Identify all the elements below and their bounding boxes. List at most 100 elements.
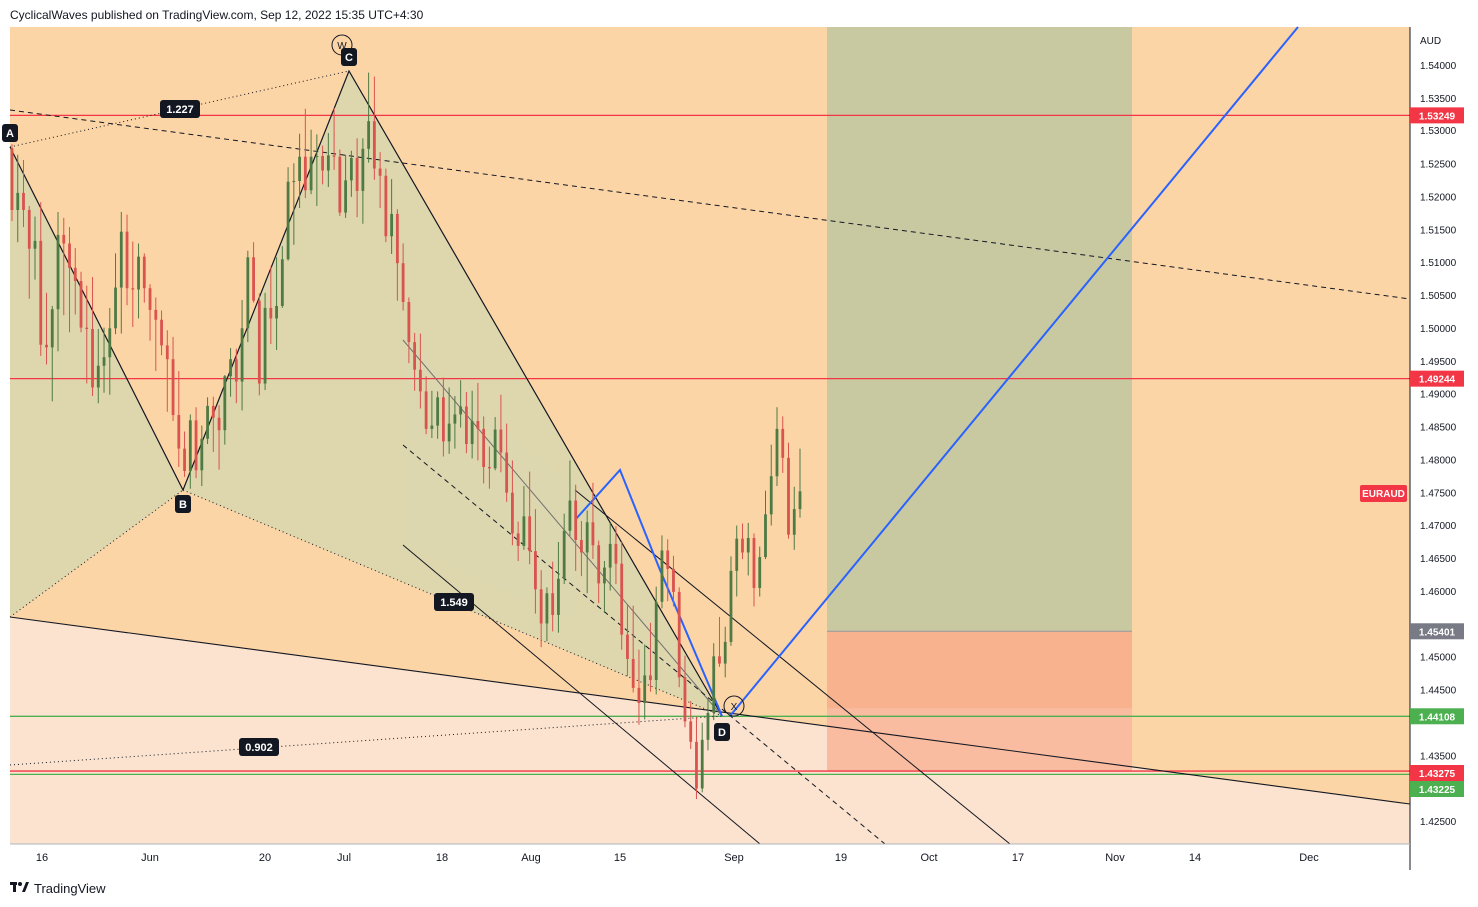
candle-body — [114, 287, 117, 329]
y-tick-label: 1.42500 — [1420, 817, 1457, 828]
y-tick-label: 1.51500 — [1420, 225, 1457, 236]
y-tick-label: 1.48000 — [1420, 455, 1457, 466]
candle-body — [407, 302, 411, 343]
lower-trendline — [9, 616, 1411, 805]
candle-body — [234, 359, 238, 382]
price-badge-3: 1.43275 — [1419, 769, 1456, 780]
candle-body — [729, 570, 733, 642]
y-tick-label: 1.45000 — [1420, 653, 1457, 664]
y-tick-label: 1.46000 — [1420, 587, 1457, 598]
candle-body — [125, 231, 129, 289]
candle-body — [436, 397, 440, 426]
candle-body — [557, 578, 560, 615]
loss-zone-lower — [827, 708, 1132, 772]
candle-body — [62, 234, 66, 244]
candle-body — [131, 288, 135, 290]
candle-body — [712, 656, 716, 713]
candle-body — [355, 158, 359, 191]
candle-body — [240, 328, 244, 382]
candle-body — [666, 550, 670, 569]
lower-pale-region — [10, 617, 1410, 844]
candle-body — [401, 263, 405, 303]
x-tick-label: 14 — [1189, 852, 1201, 864]
ratio-badge-bg — [160, 100, 200, 118]
candle-body — [229, 359, 232, 377]
tradingview-footer[interactable]: TradingView — [10, 881, 106, 896]
candle-body — [91, 328, 94, 388]
candle-body — [505, 452, 509, 493]
candle-body — [384, 175, 388, 237]
candle-body — [522, 516, 526, 546]
candle-body — [752, 538, 756, 588]
candle-body — [119, 231, 123, 288]
candle-body — [280, 259, 284, 306]
candle-body — [672, 568, 675, 592]
y-tick-label: 1.50500 — [1420, 291, 1457, 302]
price-badge-bg — [1410, 765, 1464, 781]
candle-body — [27, 209, 31, 249]
candle-body — [534, 551, 537, 590]
ratio-label-0: 1.227 — [166, 104, 194, 116]
candle-body — [68, 243, 71, 268]
y-tick-label: 1.50000 — [1420, 324, 1457, 335]
price-badge-4: 1.43225 — [1419, 785, 1456, 796]
candle-body — [441, 397, 445, 442]
candle-body — [660, 550, 664, 602]
candle-body — [367, 121, 371, 149]
x-tick-label: 16 — [36, 852, 48, 864]
candle-body — [631, 658, 635, 688]
candle-body — [390, 213, 394, 237]
candle-body — [303, 156, 307, 191]
blue-projection-line — [729, 26, 1299, 717]
candle-body — [16, 192, 20, 210]
candle-body — [626, 634, 629, 659]
publisher-header: CyclicalWaves published on TradingView.c… — [10, 8, 424, 22]
candle-body — [746, 538, 750, 553]
ratio-label-1: 1.549 — [440, 597, 468, 609]
x-tick-label: Nov — [1105, 852, 1125, 864]
candle-body — [321, 156, 324, 171]
candle-body — [309, 156, 313, 191]
candle-body — [764, 514, 767, 558]
candle-body — [142, 256, 146, 289]
candle-body — [206, 405, 209, 439]
y-tick-label: 1.53000 — [1420, 126, 1457, 137]
candle-body — [188, 420, 192, 471]
candle-body — [488, 467, 491, 469]
x-tick-label: 15 — [614, 852, 626, 864]
drawing-zones — [10, 27, 1410, 844]
ratio-label-2: 0.902 — [245, 742, 273, 754]
pattern-point-B: B — [179, 499, 187, 511]
price-badge-bg — [1410, 708, 1464, 725]
candle-body — [137, 256, 140, 290]
candle-body — [395, 213, 399, 264]
candle-body — [689, 721, 693, 742]
candle-body — [476, 420, 480, 429]
dotted-xd-line — [9, 715, 723, 766]
entry-price-badge: 1.45401 — [1419, 627, 1456, 638]
x-axis[interactable]: 16 Jun 20 Jul 18 Aug 15 Sep 19 Oct 17 Nov 14 Dec — [36, 852, 1319, 864]
y-tick-label: 1.43500 — [1420, 751, 1457, 762]
y-axis[interactable]: AUD 1.54000 1.53500 1.53000 1.52500 1.52000 1.… — [1410, 36, 1464, 828]
candle-body — [275, 305, 278, 319]
candle-body — [706, 712, 710, 740]
profit-zone — [827, 27, 1132, 632]
candle-body — [292, 181, 296, 183]
candle-body — [344, 180, 348, 213]
candle-body — [252, 257, 255, 301]
candle-body — [217, 417, 221, 431]
x-tick-label: Aug — [521, 852, 541, 864]
candle-body — [39, 240, 43, 345]
drawing-lines — [9, 26, 1411, 845]
pattern-point-badge — [341, 48, 357, 66]
wave-label-W: W — [337, 41, 347, 52]
candle-body — [464, 406, 468, 444]
candle-body — [787, 457, 790, 535]
candle-body — [545, 593, 549, 624]
candle-body — [539, 589, 543, 624]
candle-body — [781, 428, 785, 458]
price-badge-1: 1.49244 — [1419, 375, 1456, 386]
candle-body — [269, 307, 273, 319]
candle-body — [453, 414, 457, 424]
